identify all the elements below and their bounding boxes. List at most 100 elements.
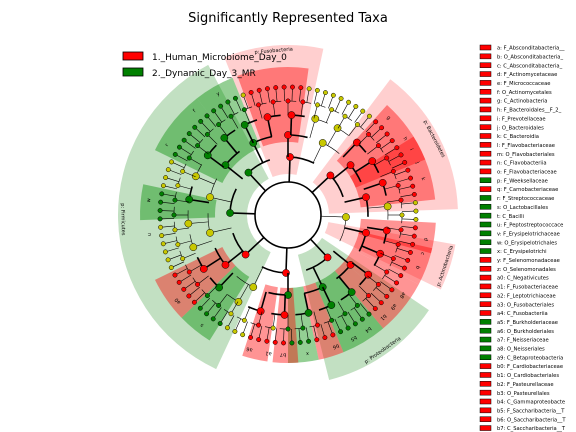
tree-node-167 (158, 224, 164, 230)
tree-node-148 (256, 337, 262, 343)
tree-node-23 (287, 111, 296, 119)
key-label-a3: a3: O_Fusobacteriales (497, 302, 554, 308)
tree-node-86 (172, 197, 178, 203)
key-swatch-i (479, 115, 492, 122)
tree-node-55 (366, 131, 372, 137)
legend-swatch-group-1 (122, 51, 144, 61)
tree-node-172 (160, 183, 166, 189)
tree-node-189 (256, 87, 262, 93)
key-label-c: c: C_Absconditabacteria_ (497, 63, 563, 69)
key-swatch-w (479, 239, 492, 245)
tree-node-46 (220, 134, 229, 142)
key-swatch-t (479, 212, 492, 219)
key-label-m: m: O_Flavobacteriales (497, 152, 555, 158)
key-label-v: v: F_Erysipelotrichaceae (497, 231, 560, 237)
tree-node-6 (241, 250, 250, 259)
tree-node-72 (300, 325, 306, 331)
key-label-n: n: C_Flavobacteriia (497, 161, 547, 167)
tree-node-106 (360, 108, 366, 114)
tree-node-74 (270, 325, 276, 331)
tree-node-134 (366, 311, 372, 317)
tree-node-108 (373, 119, 379, 125)
key-swatch-a7 (479, 336, 492, 343)
tree-node-98 (298, 85, 304, 91)
phylum-label-3: p: Firmicutes (119, 203, 126, 236)
tree-node-136 (352, 321, 358, 327)
key-swatch-o (479, 168, 492, 175)
key-label-f: f: O_Actinomycetales (497, 90, 552, 96)
key-label-g: g: C_Actinobacteria (497, 99, 547, 105)
tree-node-192 (281, 84, 287, 90)
tree-node-28 (378, 178, 387, 187)
tree-node-58 (390, 168, 396, 174)
key-swatch-b2 (479, 381, 492, 387)
tree-node-19 (206, 228, 214, 237)
key-swatch-b0 (479, 363, 492, 369)
tree-node-163 (165, 257, 171, 263)
tree-node-70 (329, 317, 335, 323)
key-label-a2: a2: F_Leptotrichiaceae (497, 293, 556, 299)
tree-node-82 (180, 256, 186, 262)
tree-node-17 (249, 283, 258, 291)
tree-node-99 (306, 86, 312, 92)
key-swatch-x (479, 248, 492, 254)
key-swatch-p (479, 177, 492, 183)
tree-node-187 (240, 92, 246, 98)
phylum-sector-2 (324, 222, 456, 290)
arc-label-25: y (215, 91, 221, 98)
tree-node-122 (412, 225, 418, 231)
tree-node-183 (211, 108, 217, 114)
tree-node-84 (172, 227, 178, 233)
tree-node-105 (353, 103, 359, 109)
tree-node-181 (198, 118, 204, 124)
tree-node-107 (366, 113, 372, 119)
tree-node-121 (413, 217, 419, 222)
tree-node-170 (158, 199, 164, 205)
tree-node-186 (232, 95, 238, 101)
tree-node-87 (175, 183, 181, 188)
tree-node-152 (224, 325, 230, 331)
key-swatch-j (479, 124, 492, 130)
tree-node-41 (189, 243, 198, 252)
tree-node-162 (168, 265, 174, 271)
arc-label-21: u (147, 232, 153, 236)
tree-node-20 (206, 193, 214, 202)
arc-label-12: b4 (364, 325, 373, 334)
tree-node-164 (162, 249, 168, 255)
tree-node-85 (171, 212, 177, 218)
tree-node-112 (394, 145, 400, 151)
tree-node-171 (159, 191, 165, 197)
tree-node-44 (191, 172, 200, 181)
arc-label-3: i (408, 147, 414, 151)
arc-label-9: a8 (398, 291, 406, 300)
tree-node-141 (314, 337, 320, 343)
tree-node-81 (186, 269, 192, 275)
arc-label-20: a0 (174, 297, 183, 306)
key-label-i: i: F_Prevotellaceae (497, 116, 546, 122)
key-label-b3: b3: O_Pasteurellales (497, 391, 550, 397)
tree-node-67 (366, 293, 372, 299)
key-label-b0: b0: F_Cardiobacteriaceae (497, 364, 563, 370)
key-label-a8: a8: O_Neisseriales (497, 347, 545, 353)
phylum-sectors (117, 44, 458, 380)
tree-node-174 (165, 167, 171, 173)
key-label-b5: b5: F_Saccharibacteria__T (497, 408, 565, 414)
tree-node-68 (354, 302, 360, 308)
key-label-r: r: F_Streptococcaceae (497, 196, 554, 202)
key-label-a: a: F_Absconditabacteria__ (497, 46, 565, 52)
tree-node-142 (306, 338, 312, 344)
tree-node-77 (228, 311, 234, 317)
tree-node-178 (181, 137, 187, 143)
tree-node-139 (330, 332, 336, 338)
tree-node-15 (318, 283, 327, 291)
tree-node-80 (195, 281, 201, 287)
tree-node-18 (221, 261, 230, 269)
taxa-key-list: a: F_Absconditabacteria__ b: O_Abscondita… (479, 44, 566, 432)
key-swatch-v (479, 230, 492, 237)
tree-node-61 (399, 212, 405, 218)
tree-node-176 (172, 151, 178, 157)
chart-title: Significantly Represented Taxa (188, 11, 388, 26)
key-label-a4: a4: C_Fusobacteriia (497, 311, 548, 317)
